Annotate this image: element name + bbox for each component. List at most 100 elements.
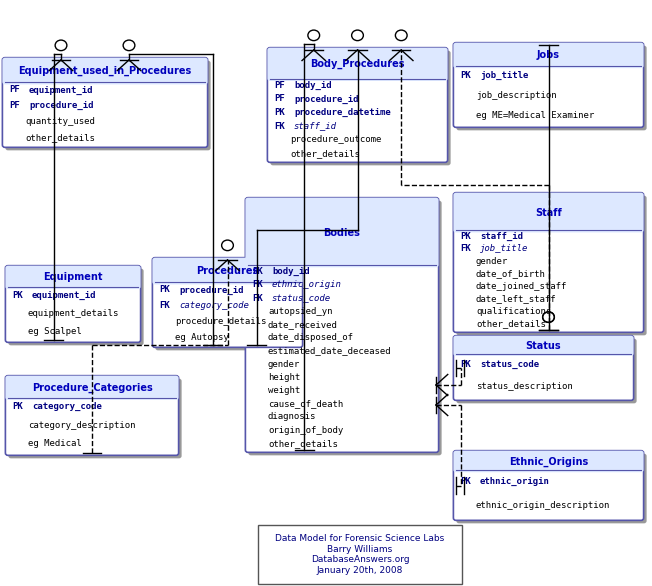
FancyBboxPatch shape	[5, 61, 211, 151]
Text: eg Scalpel: eg Scalpel	[28, 326, 82, 336]
FancyBboxPatch shape	[271, 50, 451, 165]
Text: date_joined_staff: date_joined_staff	[476, 282, 567, 291]
FancyBboxPatch shape	[267, 47, 448, 81]
Text: Body_Procedures: Body_Procedures	[310, 59, 405, 69]
FancyBboxPatch shape	[5, 376, 179, 400]
Text: quantity_used: quantity_used	[25, 117, 95, 126]
Text: FK: FK	[460, 244, 471, 253]
Text: PK: PK	[12, 291, 23, 300]
Text: Status: Status	[526, 341, 561, 351]
FancyBboxPatch shape	[153, 258, 303, 347]
Text: procedure_id: procedure_id	[294, 94, 359, 104]
FancyBboxPatch shape	[456, 196, 647, 335]
Text: eg ME=Medical Examiner: eg ME=Medical Examiner	[476, 111, 594, 120]
Text: PF: PF	[9, 86, 20, 94]
Text: Staff: Staff	[535, 207, 562, 217]
Text: FK: FK	[274, 121, 285, 131]
FancyBboxPatch shape	[8, 268, 143, 345]
FancyBboxPatch shape	[3, 57, 207, 84]
Text: date_received: date_received	[268, 320, 338, 329]
Text: FK: FK	[252, 280, 263, 289]
Text: date_left_staff: date_left_staff	[476, 294, 557, 304]
Text: eg Medical: eg Medical	[28, 440, 82, 448]
Text: staff_id: staff_id	[480, 232, 523, 241]
Text: job_description: job_description	[476, 91, 557, 100]
Text: category_code: category_code	[179, 301, 249, 310]
Text: Procedures: Procedures	[196, 266, 259, 276]
Text: PF: PF	[9, 101, 20, 110]
Text: job_title: job_title	[480, 244, 528, 253]
Text: category_description: category_description	[28, 421, 136, 430]
FancyBboxPatch shape	[453, 451, 644, 520]
Text: staff_id: staff_id	[294, 121, 337, 131]
Text: estimated_date_deceased: estimated_date_deceased	[268, 346, 392, 355]
Text: PK: PK	[460, 478, 471, 486]
Text: status_code: status_code	[272, 294, 331, 302]
Text: procedure_details: procedure_details	[175, 317, 267, 326]
FancyBboxPatch shape	[453, 193, 644, 233]
Text: qualifications: qualifications	[476, 306, 551, 316]
Text: procedure_datetime: procedure_datetime	[294, 108, 391, 117]
Text: procedure_id: procedure_id	[179, 285, 243, 295]
Text: PK: PK	[460, 360, 471, 369]
FancyBboxPatch shape	[5, 265, 141, 289]
Text: Equipment_used_in_Procedures: Equipment_used_in_Procedures	[18, 66, 192, 76]
Text: ethnic_origin: ethnic_origin	[480, 478, 550, 486]
FancyBboxPatch shape	[153, 258, 303, 284]
FancyBboxPatch shape	[8, 379, 182, 458]
FancyBboxPatch shape	[456, 454, 647, 523]
Text: diagnosis: diagnosis	[268, 413, 316, 421]
Text: other_details: other_details	[290, 149, 360, 158]
Text: PK: PK	[252, 267, 263, 276]
Text: FK: FK	[159, 301, 170, 310]
Text: PK: PK	[274, 108, 285, 117]
FancyBboxPatch shape	[5, 376, 179, 455]
FancyBboxPatch shape	[248, 200, 441, 455]
Text: ethnic_origin: ethnic_origin	[272, 280, 342, 289]
Text: PF: PF	[274, 94, 285, 104]
Text: eg Autopsy: eg Autopsy	[175, 333, 229, 342]
Text: equipment_id: equipment_id	[32, 291, 96, 300]
Text: equipment_details: equipment_details	[28, 309, 119, 318]
FancyBboxPatch shape	[5, 265, 141, 342]
FancyBboxPatch shape	[453, 336, 634, 400]
Text: status_description: status_description	[476, 383, 572, 391]
Text: job_title: job_title	[480, 71, 528, 80]
Text: Ethnic_Origins: Ethnic_Origins	[509, 456, 588, 466]
Text: gender: gender	[476, 257, 509, 266]
FancyBboxPatch shape	[258, 525, 462, 584]
Text: date_of_birth: date_of_birth	[476, 270, 546, 278]
FancyBboxPatch shape	[456, 339, 636, 403]
Text: FK: FK	[252, 294, 263, 302]
FancyBboxPatch shape	[3, 57, 207, 147]
Text: PK: PK	[12, 402, 23, 411]
Text: PK: PK	[460, 71, 471, 80]
FancyBboxPatch shape	[453, 43, 644, 127]
Text: other_details: other_details	[25, 132, 95, 142]
Text: other_details: other_details	[268, 439, 338, 448]
FancyBboxPatch shape	[453, 193, 644, 332]
FancyBboxPatch shape	[267, 47, 448, 162]
Text: PK: PK	[159, 285, 170, 294]
Text: PF: PF	[274, 81, 285, 90]
Text: gender: gender	[268, 360, 301, 369]
Text: Data Model for Forensic Science Labs
Barry Williams
DatabaseAnswers.org
January : Data Model for Forensic Science Labs Bar…	[275, 534, 445, 575]
Text: Bodies: Bodies	[323, 227, 361, 237]
FancyBboxPatch shape	[453, 336, 634, 356]
Text: origin_of_body: origin_of_body	[268, 425, 343, 435]
FancyBboxPatch shape	[453, 43, 644, 68]
Text: Procedure_Categories: Procedure_Categories	[32, 383, 153, 393]
Text: PK: PK	[460, 232, 471, 241]
Text: category_code: category_code	[32, 402, 102, 411]
FancyBboxPatch shape	[453, 451, 644, 472]
Text: procedure_outcome: procedure_outcome	[290, 135, 381, 144]
Text: body_id: body_id	[294, 81, 332, 90]
FancyBboxPatch shape	[245, 197, 439, 452]
Text: date_disposed_of: date_disposed_of	[268, 333, 354, 342]
Text: status_code: status_code	[480, 360, 539, 369]
Text: weight: weight	[268, 386, 301, 395]
FancyBboxPatch shape	[456, 46, 647, 130]
FancyBboxPatch shape	[245, 197, 439, 267]
Text: ethnic_origin_description: ethnic_origin_description	[476, 502, 610, 510]
FancyBboxPatch shape	[155, 261, 306, 350]
